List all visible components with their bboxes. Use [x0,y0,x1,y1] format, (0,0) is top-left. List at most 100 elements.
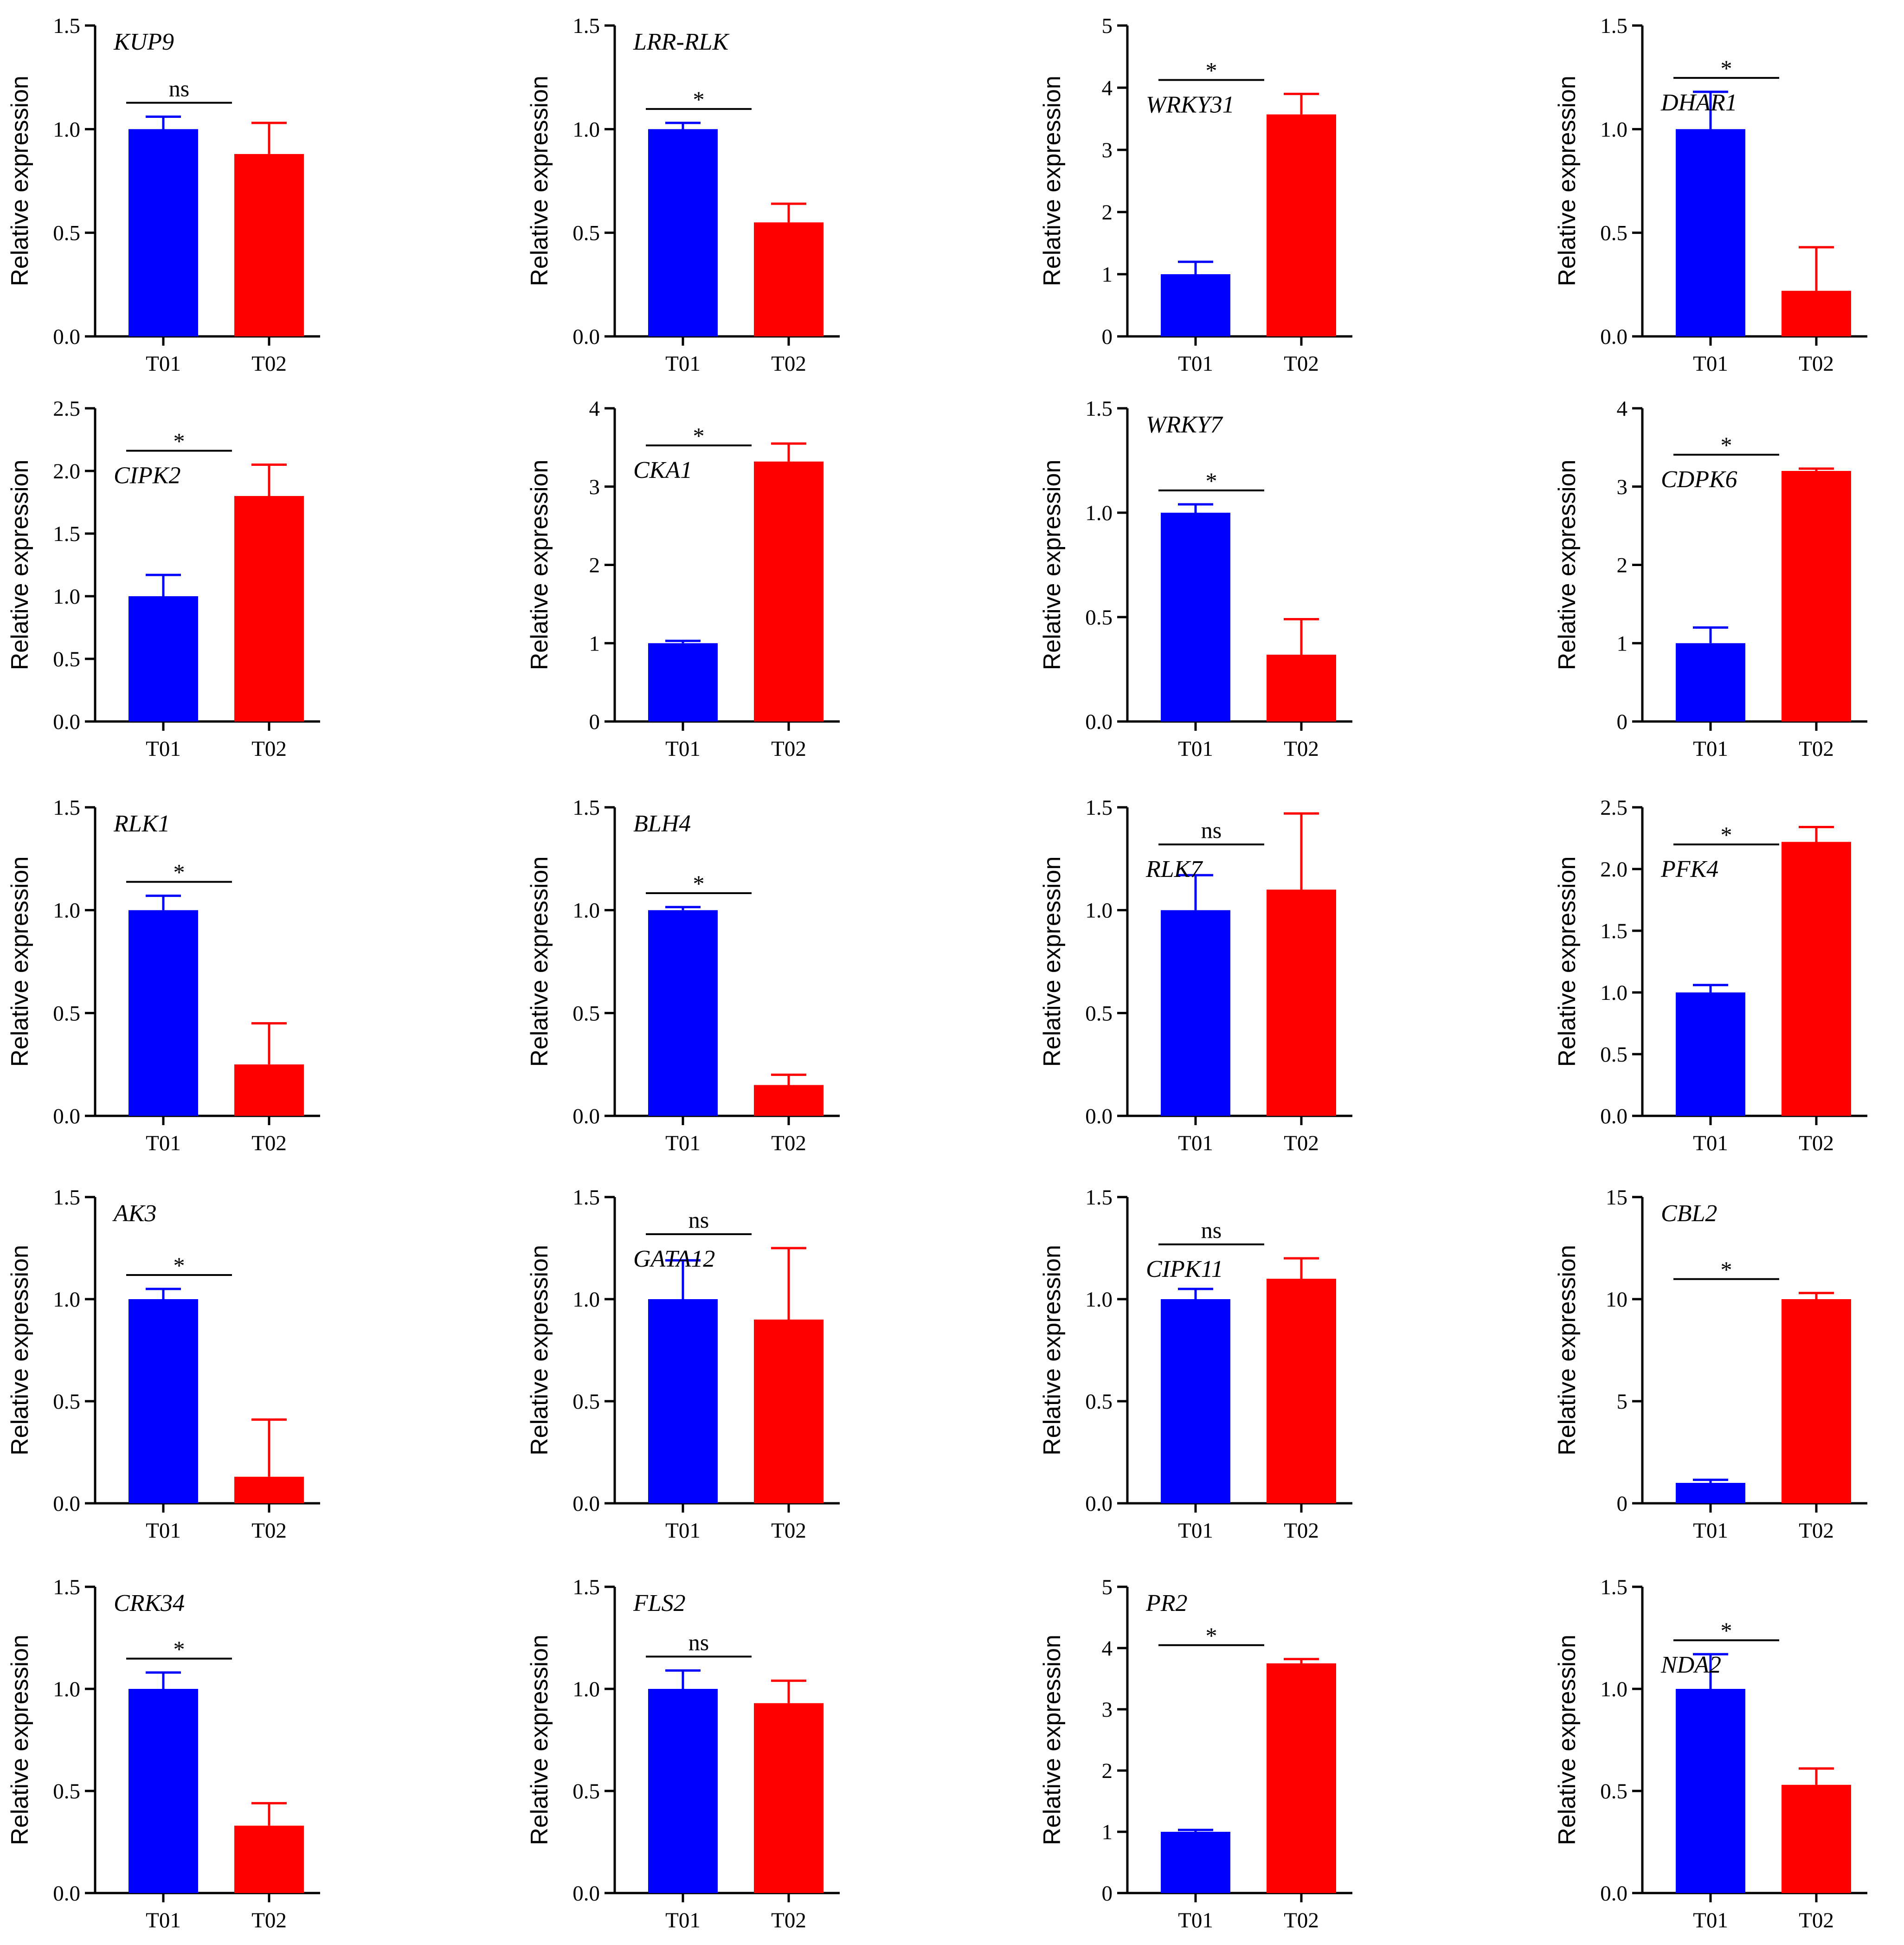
y-tick-label: 0.0 [53,1881,80,1906]
x-tick-label: T02 [1799,352,1834,376]
bar-t02 [1267,114,1336,336]
panel-pfk4: 0.0 0.5 1.0 1.5 2.0 2.5 Relative expression T01… [1554,796,1867,1155]
y-tick-label: 0.5 [1600,221,1627,245]
significance-label: * [693,86,705,112]
x-tick-label: T01 [146,1519,181,1543]
bar-t01 [1676,1483,1745,1503]
bar-t01 [129,910,198,1116]
y-tick-label: 1.5 [572,796,600,820]
gene-label: CIPK2 [114,463,180,489]
x-tick-label: T01 [1178,1908,1213,1932]
x-tick-label: T02 [251,1519,287,1543]
y-axis-label: Relative expression [1039,857,1066,1067]
bar-t01 [129,1299,198,1503]
y-tick-label: 5 [1102,14,1113,38]
y-tick-label: 0.5 [1085,1390,1113,1414]
y-tick-label: 1.5 [572,1575,600,1599]
y-tick-label: 1.5 [572,14,600,38]
bar-t02 [234,1825,304,1893]
panel-cbl2: 0 5 10 15 Relative expression T01 T02 * CBL2 [1554,1185,1867,1543]
bar-t01 [1161,274,1230,336]
gene-label: PR2 [1145,1590,1188,1617]
significance-label: ns [688,1207,709,1233]
significance-label: * [174,1252,185,1278]
y-tick-label: 0.5 [572,1390,600,1414]
x-tick-label: T02 [771,352,806,376]
bar-t02 [1782,1784,1851,1893]
y-axis-label: Relative expression [1554,76,1581,286]
bar-t02 [754,222,823,336]
y-tick-label: 1.0 [53,585,80,609]
y-tick-label: 3 [589,475,600,499]
y-tick-label: 1.0 [53,1288,80,1312]
y-tick-label: 0.0 [572,325,600,349]
bar-t01 [648,643,718,721]
y-tick-label: 0.0 [1600,1104,1627,1128]
y-tick-label: 0.0 [572,1104,600,1128]
y-tick-label: 5 [1617,1390,1628,1414]
y-tick-label: 1.0 [572,899,600,923]
y-tick-label: 1.5 [1600,1575,1627,1599]
x-tick-label: T01 [665,1908,701,1932]
y-tick-label: 0.0 [572,1492,600,1516]
y-tick-label: 4 [1102,76,1113,100]
x-tick-label: T02 [251,1131,287,1155]
bar-t02 [1782,842,1851,1116]
significance-label: * [1721,822,1732,848]
y-axis-label: Relative expression [6,76,33,286]
gene-label: CBL2 [1661,1200,1717,1227]
y-tick-label: 3 [1617,475,1628,499]
y-axis-label: Relative expression [1039,1245,1066,1456]
y-tick-label: 2.5 [53,397,80,421]
x-tick-label: T02 [771,1519,806,1543]
y-tick-label: 1.0 [53,117,80,142]
gene-label: CIPK11 [1146,1256,1223,1282]
y-tick-label: 0.5 [53,1779,80,1803]
panel-rlk1: 0.0 0.5 1.0 1.5 Relative expression T01 T02 *RL… [6,796,320,1155]
y-tick-label: 0 [1617,710,1628,734]
y-tick-label: 0.5 [572,221,600,245]
x-tick-label: T01 [1178,1519,1213,1543]
y-tick-label: 4 [589,397,600,421]
x-tick-label: T02 [1284,1908,1319,1932]
y-axis-label: Relative expression [526,76,553,286]
x-tick-label: T01 [146,737,181,761]
y-tick-label: 1.5 [1085,796,1113,820]
x-tick-label: T02 [1284,1519,1319,1543]
y-tick-label: 1 [1102,1820,1113,1844]
significance-label: * [1721,1256,1732,1282]
y-tick-label: 2 [1102,1759,1113,1783]
y-tick-label: 1.0 [572,1288,600,1312]
y-tick-label: 0.0 [1085,1104,1113,1128]
y-axis-label: Relative expression [526,1245,553,1456]
bar-t01 [648,129,718,336]
significance-label: ns [1201,817,1222,843]
panel-dhar1: 0.0 0.5 1.0 1.5 Relative expression T01 T02 * DH… [1554,14,1867,376]
y-tick-label: 4 [1617,397,1628,421]
gene-label: CDPK6 [1661,466,1737,493]
bar-t02 [1782,290,1851,336]
y-axis-label: Relative expression [526,1635,553,1845]
y-axis-label: Relative expression [526,857,553,1067]
x-tick-label: T02 [1799,737,1834,761]
y-tick-label: 1.0 [1600,981,1627,1005]
y-tick-label: 1.0 [1085,899,1113,923]
y-tick-label: 1.5 [53,796,80,820]
significance-label: * [1206,1623,1217,1649]
y-tick-label: 1.5 [1600,919,1627,943]
y-tick-label: 1 [1617,631,1628,656]
y-tick-label: 1.5 [53,14,80,38]
x-tick-label: T02 [771,1908,806,1932]
y-tick-label: 1.5 [1085,1185,1113,1210]
x-tick-label: T01 [1693,352,1728,376]
x-tick-label: T02 [251,352,287,376]
significance-label: * [693,423,705,449]
significance-label: ns [169,76,189,102]
x-tick-label: T02 [771,737,806,761]
y-tick-label: 0.5 [572,1779,600,1803]
y-tick-label: 1.0 [1085,501,1113,525]
x-tick-label: T01 [1693,1519,1728,1543]
bar-t02 [234,1476,304,1503]
gene-label: AK3 [112,1200,156,1227]
y-axis-label: Relative expression [1554,1635,1581,1845]
